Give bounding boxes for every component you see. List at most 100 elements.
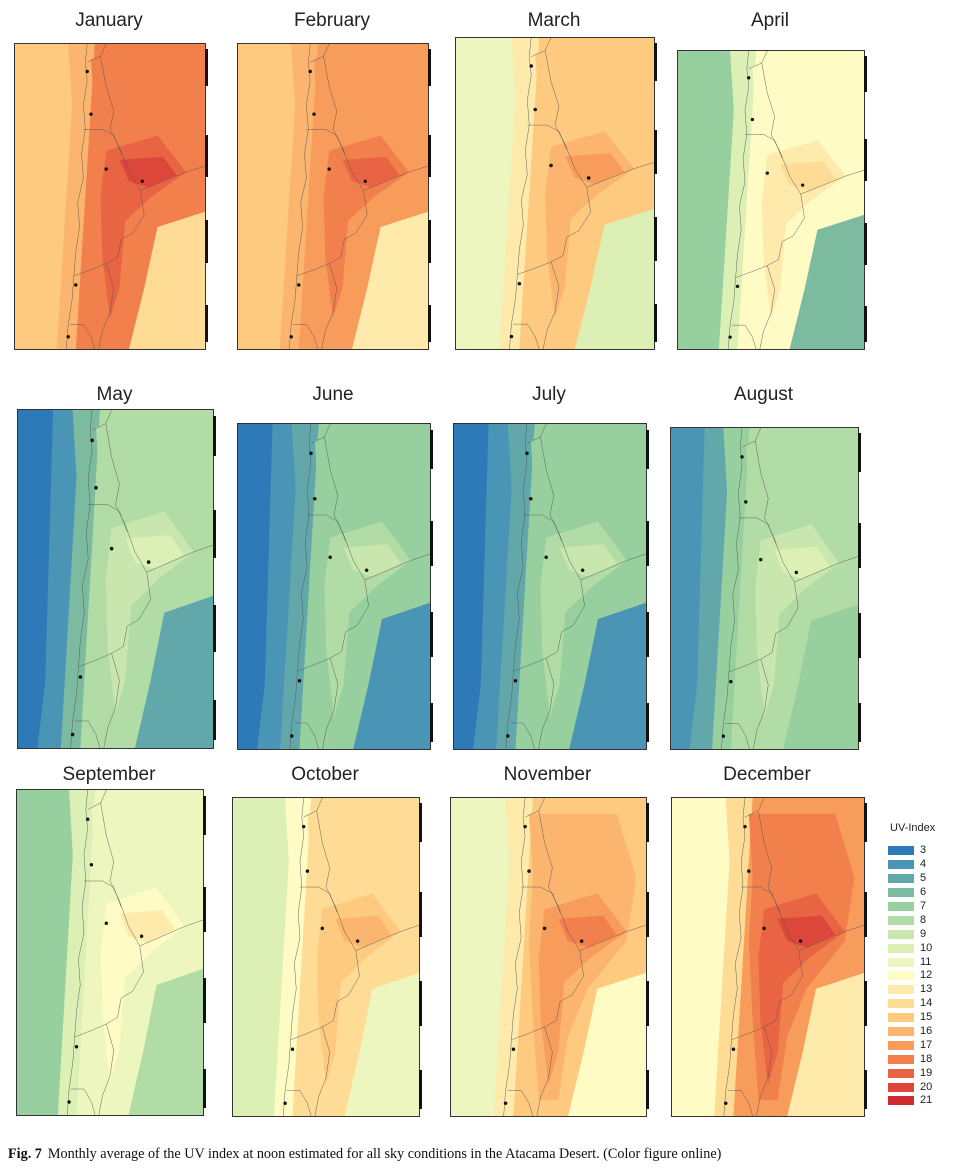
city-marker <box>798 939 803 943</box>
city-marker <box>735 284 740 289</box>
legend-swatch <box>888 957 914 967</box>
city-marker <box>579 939 584 943</box>
border-line <box>291 951 360 1040</box>
border-line <box>762 63 864 194</box>
axis-tick-mark <box>419 1070 422 1109</box>
panel-title: July <box>532 384 566 405</box>
city-marker <box>94 485 98 490</box>
panel-title: September <box>62 764 156 785</box>
axis-tick-mark <box>419 803 422 842</box>
city-marker <box>313 496 317 501</box>
city-marker <box>580 568 585 573</box>
city-marker <box>527 869 531 873</box>
legend-label: 21 <box>920 1094 933 1107</box>
border-line <box>92 410 112 430</box>
axis-tick-mark <box>213 510 216 558</box>
uv-zone-coast <box>273 798 312 1116</box>
city-marker <box>289 335 293 339</box>
uv-zone-altiplano <box>100 135 186 319</box>
axis-tick-mark <box>205 49 208 86</box>
axis-tick-mark <box>864 1070 867 1109</box>
legend-item: 5 <box>888 872 958 886</box>
axis-tick-mark <box>430 611 433 657</box>
city-marker <box>290 1047 295 1051</box>
legend-item: 21 <box>888 1094 958 1108</box>
city-marker <box>146 560 151 564</box>
axis-tick-mark <box>213 415 216 457</box>
city-marker <box>743 824 747 829</box>
border-line <box>70 325 95 349</box>
border-line <box>66 44 87 349</box>
uv-map <box>677 50 865 350</box>
legend-item: 18 <box>888 1052 958 1066</box>
axis-tick-mark <box>646 981 649 1026</box>
border-line <box>88 505 127 532</box>
uv-zone-ocean-deep <box>456 38 492 349</box>
city-marker <box>731 1047 736 1051</box>
legend-label: 6 <box>920 886 927 899</box>
legend-swatch <box>888 1027 914 1037</box>
uv-zone-ocean-deep <box>238 424 273 749</box>
axis-tick-mark <box>654 130 657 174</box>
legend-item: 11 <box>888 955 958 969</box>
axis-tick-mark <box>864 803 867 842</box>
legend-swatch <box>888 1096 914 1106</box>
uv-zone-southeast <box>787 972 864 1116</box>
uv-map-svg <box>678 51 864 349</box>
city-marker <box>308 69 312 74</box>
city-marker <box>525 451 529 456</box>
city-marker <box>290 734 294 738</box>
legend-label: 16 <box>920 1025 933 1038</box>
uv-zone-altiplano <box>316 893 401 1085</box>
uv-map-svg <box>456 38 654 349</box>
border-line <box>527 125 567 150</box>
legend-swatch <box>888 1054 914 1064</box>
border-line <box>517 187 590 274</box>
panel-title: October <box>291 764 359 785</box>
city-marker <box>721 734 726 738</box>
border-line <box>101 56 206 190</box>
border-line <box>745 798 764 817</box>
uv-zone-altiplano <box>538 893 627 1085</box>
city-marker <box>320 926 324 931</box>
border-line <box>504 798 525 1116</box>
uv-zone-coast <box>712 428 750 749</box>
city-marker <box>506 734 510 738</box>
uv-zone-ocean-deep <box>678 51 712 349</box>
axis-tick-mark <box>203 795 206 835</box>
uv-zone-ocean-deep <box>671 428 705 749</box>
uv-zone-ocean-deep <box>238 44 273 349</box>
border-line <box>84 881 121 907</box>
uv-zone-southeast <box>568 972 646 1116</box>
city-marker <box>78 675 83 679</box>
uv-zone-ocean-deep <box>17 790 51 1115</box>
legend-item: 9 <box>888 927 958 941</box>
city-marker <box>90 438 94 443</box>
border-line <box>510 723 535 749</box>
border-line <box>732 325 756 349</box>
legend-label: 18 <box>920 1052 933 1065</box>
legend-swatch <box>888 902 914 911</box>
legend-swatch <box>888 1068 914 1078</box>
border-line <box>311 424 330 444</box>
uv-map <box>17 409 214 749</box>
city-marker <box>66 335 70 339</box>
legend-swatch <box>888 915 914 925</box>
legend-label: 10 <box>920 941 933 954</box>
legend-label: 15 <box>920 1011 933 1024</box>
axis-tick-mark <box>430 702 433 742</box>
border-line <box>760 266 775 349</box>
border-line <box>531 38 551 57</box>
border-line <box>290 424 311 749</box>
uv-map <box>670 427 859 750</box>
axis-tick-mark <box>864 306 867 343</box>
uv-zone-coast <box>279 44 318 349</box>
border-line <box>298 580 369 671</box>
border-line <box>75 946 144 1037</box>
panel-title: April <box>750 10 789 31</box>
legend-title: UV-Index <box>890 822 936 834</box>
uv-zone-southeast <box>352 211 428 349</box>
uv-zone-southeast <box>789 214 864 349</box>
city-marker <box>529 496 533 501</box>
city-marker <box>283 1101 287 1106</box>
